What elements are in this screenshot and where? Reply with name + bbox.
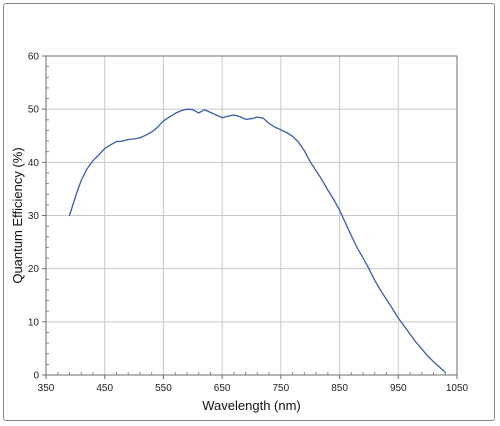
y-axis-ticks: 0 10 20 30 40 50 60 xyxy=(28,52,46,382)
x-tick-label: 350 xyxy=(38,383,55,394)
y-axis-title: Quantum Efficiency (%) xyxy=(10,147,25,283)
grid xyxy=(46,56,457,375)
x-tick-label: 450 xyxy=(96,383,113,394)
x-tick-label: 950 xyxy=(390,383,407,394)
y-tick-label: 30 xyxy=(28,211,40,222)
y-tick-label: 50 xyxy=(28,105,40,116)
x-tick-label: 650 xyxy=(214,383,231,394)
series-line xyxy=(68,108,446,373)
x-tick-label: 850 xyxy=(331,383,348,394)
y-tick-label: 60 xyxy=(28,52,40,63)
x-tick-label: 1050 xyxy=(446,383,469,394)
x-tick-label: 750 xyxy=(273,383,290,394)
y-tick-label: 40 xyxy=(28,158,40,169)
minor-ticks xyxy=(46,66,446,375)
x-axis-title: Wavelength (nm) xyxy=(202,398,301,413)
series-layer xyxy=(68,108,446,373)
x-axis-ticks: 350 450 550 650 750 850 950 1050 xyxy=(38,375,469,394)
figure-frame xyxy=(3,3,495,421)
y-tick-label: 20 xyxy=(28,264,40,275)
y-tick-label: 10 xyxy=(28,317,40,328)
y-tick-label: 0 xyxy=(33,371,39,382)
x-tick-label: 550 xyxy=(155,383,172,394)
